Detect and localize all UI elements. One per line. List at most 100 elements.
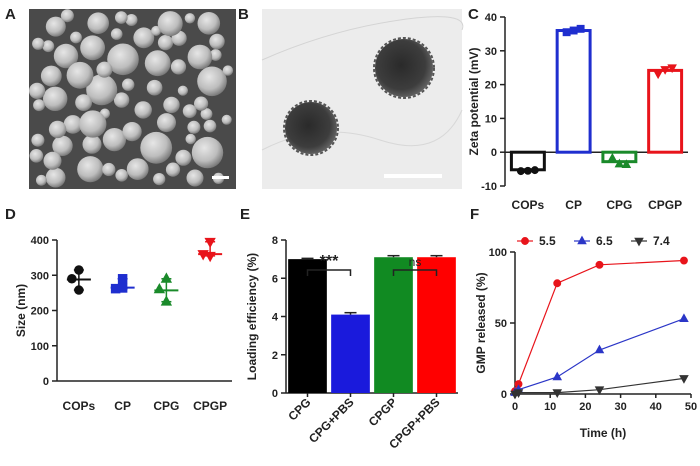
sem-sphere (157, 35, 174, 51)
legend-label: 7.4 (653, 234, 670, 248)
y-tick-label: 300 (31, 270, 49, 282)
zeta-point (569, 26, 578, 35)
sem-sphere (163, 96, 180, 114)
size-point (204, 251, 216, 263)
size-point (153, 282, 166, 294)
size-point (160, 295, 173, 306)
loading-bar-cpg-pbs (331, 314, 370, 393)
release-point (595, 260, 604, 269)
y-tick-label: 2 (272, 350, 278, 362)
sem-sphere (175, 149, 192, 166)
panel-label-e: E (240, 206, 250, 223)
x-tick-label: 30 (614, 401, 626, 413)
sem-sphere (126, 158, 149, 181)
zeta-category-label: CPG (606, 198, 632, 212)
sem-sphere (187, 44, 213, 70)
sem-sphere (45, 16, 66, 37)
sem-sphere (43, 86, 68, 112)
sem-sphere (53, 43, 79, 69)
zeta-point (614, 158, 625, 168)
sem-sphere (52, 135, 73, 156)
sem-spheres (28, 9, 234, 188)
sem-sphere (122, 122, 142, 142)
sem-sphere (80, 35, 105, 61)
zeta-potential-chart: -10 0 10 20 30 40 Zeta potential (mV) COPs CP CPG… (467, 12, 688, 212)
release-point (594, 386, 605, 396)
sem-sphere (82, 134, 102, 154)
sem-sphere (184, 13, 196, 24)
sem-sphere (122, 78, 135, 91)
x-tick-label: 50 (685, 401, 697, 413)
loading-category-label: CPGP (366, 395, 400, 429)
zeta-point (576, 24, 585, 33)
sem-sphere (43, 151, 62, 170)
size-category-label: COPs (63, 399, 96, 413)
sem-sphere (96, 61, 113, 78)
panel-label-b: B (238, 6, 249, 23)
loading-y-axis-label: Loading efficiency (%) (245, 253, 259, 380)
particle-size-chart: 0 100 200 300 400 Size (nm) COPs CP CPG CPGP (14, 235, 232, 413)
release-point (513, 389, 524, 398)
panel-label-a: A (5, 6, 16, 23)
y-tick-label: 200 (31, 306, 49, 318)
sem-sphere (115, 169, 128, 182)
sem-sphere (177, 85, 188, 96)
sem-micrograph (28, 9, 236, 189)
sem-sphere (133, 27, 155, 49)
sem-sphere (153, 173, 166, 186)
sem-sphere (182, 104, 197, 118)
zeta-category-label: COPs (512, 198, 545, 212)
y-tick-label: 6 (272, 273, 278, 285)
sem-sphere (221, 114, 232, 125)
zeta-point (562, 28, 571, 37)
sem-sphere (63, 115, 83, 134)
release-line-5-5 (514, 259, 685, 392)
zeta-bar-cp (555, 29, 592, 154)
sem-sphere (110, 28, 123, 40)
release-x-axis-label: Time (h) (580, 426, 626, 440)
zeta-point (607, 152, 618, 162)
zeta-point (667, 64, 677, 74)
panel-label-d: D (5, 206, 16, 223)
legend-marker (577, 235, 587, 245)
sem-sphere (197, 11, 221, 35)
y-tick-label: 0 (272, 388, 278, 400)
size-point (117, 274, 128, 284)
sem-sphere (157, 11, 183, 37)
loading-category-label: CPG+PBS (306, 395, 357, 446)
sem-sphere (42, 40, 55, 53)
size-category-label: CPG (153, 399, 179, 413)
release-point (594, 344, 605, 354)
x-tick-label: 20 (579, 401, 591, 413)
legend-marker (521, 237, 529, 245)
sem-sphere (86, 74, 118, 106)
y-tick-label: 50 (495, 318, 507, 330)
y-tick-label: 40 (485, 12, 497, 24)
size-y-axis-label: Size (nm) (14, 284, 28, 337)
release-point (679, 375, 689, 384)
tem-particle-large (373, 37, 435, 99)
sem-sphere (75, 94, 92, 111)
sem-sphere (77, 156, 104, 183)
sem-sphere (32, 37, 45, 50)
release-point (552, 389, 563, 398)
y-tick-label: 30 (485, 46, 497, 58)
release-point (553, 279, 562, 288)
sem-sphere (60, 9, 74, 23)
x-tick-label: 40 (650, 401, 662, 413)
sem-sphere (165, 162, 181, 177)
sem-sphere (125, 14, 138, 26)
tem-particle-small (283, 100, 339, 156)
y-tick-label: 100 (489, 247, 507, 259)
y-tick-label: 0 (491, 147, 497, 159)
sem-sphere (200, 108, 213, 120)
y-tick-label: 400 (31, 235, 49, 247)
x-tick-label: 10 (544, 401, 556, 413)
gmp-release-chart: 0 50 100 GMP released (%) 0 10 20 30 40 50 Time (h… (474, 234, 697, 440)
y-tick-label: 10 (485, 113, 497, 125)
sem-sphere (185, 133, 196, 145)
size-point (117, 283, 128, 293)
zeta-y-axis-label: Zeta potential (mV) (467, 47, 481, 155)
